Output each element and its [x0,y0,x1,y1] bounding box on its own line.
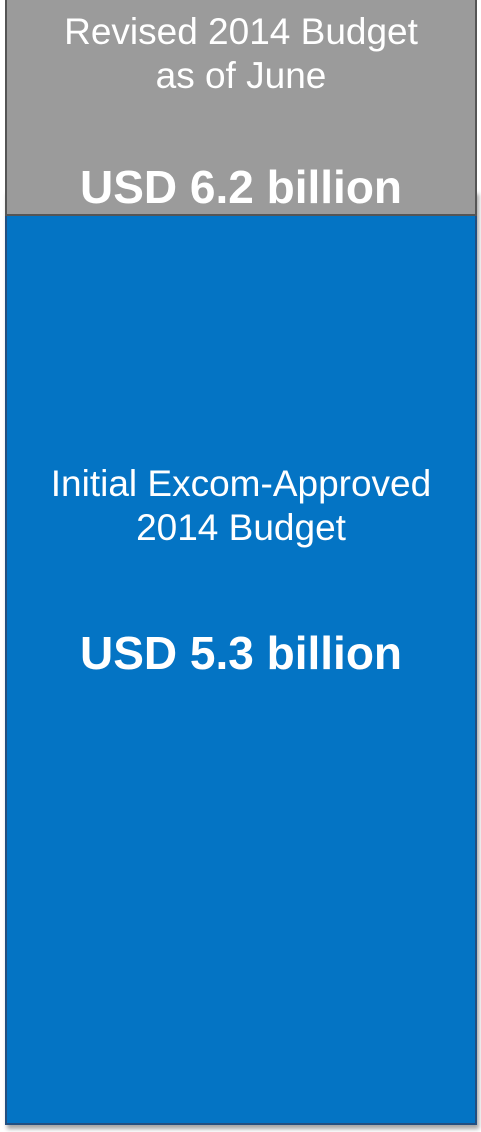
revised-budget-label-line-1: Revised 2014 Budget [64,11,418,52]
initial-budget-value: USD 5.3 billion [79,627,403,679]
initial-budget-bar: Initial Excom-Approved 2014 Budget USD 5… [5,190,477,1125]
initial-budget-label-line-1: Initial Excom-Approved [50,463,432,504]
revised-budget-bar: Revised 2014 Budget as of June USD 6.2 b… [5,0,477,216]
initial-budget-label: Initial Excom-Approved 2014 Budget [7,462,475,550]
revised-budget-label: Revised 2014 Budget as of June [7,10,475,98]
initial-budget-label-line-2: 2014 Budget [136,507,346,548]
revised-budget-value: USD 6.2 billion [79,161,403,213]
revised-budget-label-line-2: as of June [155,55,327,96]
